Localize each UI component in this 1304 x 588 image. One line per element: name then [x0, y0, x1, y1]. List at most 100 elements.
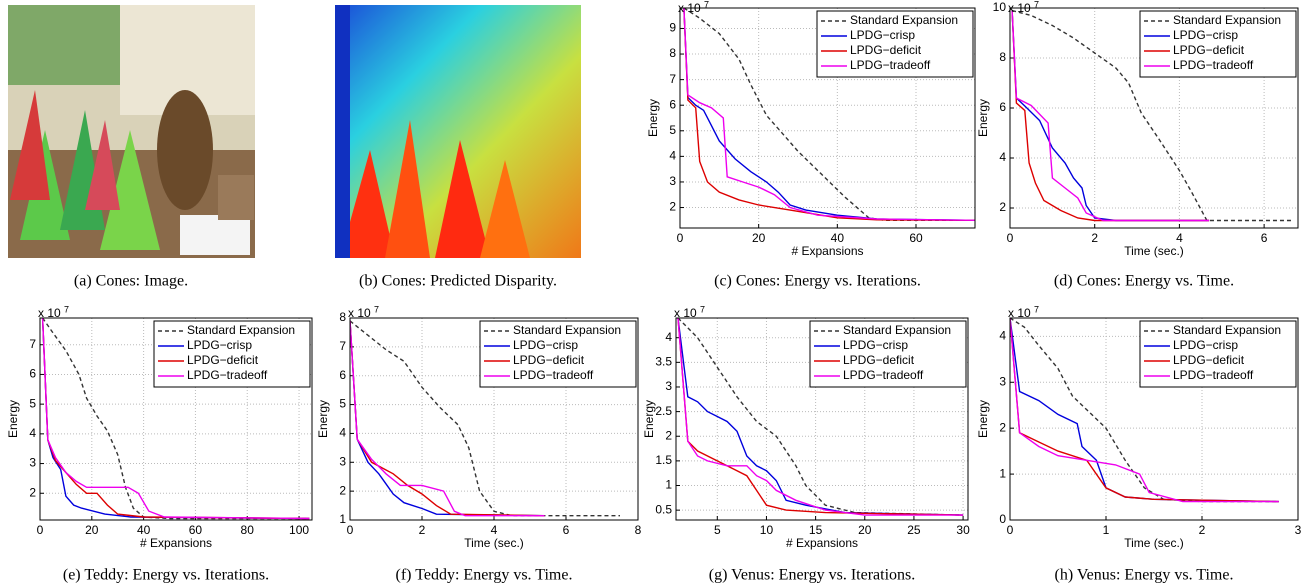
y-tick-label: 7 [29, 337, 36, 351]
y-tick-label: 2 [999, 200, 1006, 214]
x-tick-label: 40 [137, 523, 151, 537]
y-tick-label: 2 [665, 428, 672, 442]
x-tick-label: 0 [347, 523, 354, 537]
y-tick-label: 2 [339, 483, 346, 497]
y-tick-label: 5 [339, 397, 346, 411]
x-tick-label: 4 [1176, 231, 1183, 245]
y-scale-exponent: 7 [704, 0, 709, 9]
x-tick-label: 2 [419, 523, 426, 537]
legend-label: LPDG−tradeoff [1173, 368, 1254, 382]
y-tick-label: 1 [665, 478, 672, 492]
y-tick-label: 3 [339, 454, 346, 468]
x-tick-label: 20 [858, 523, 872, 537]
series-line [1010, 318, 1279, 503]
y-tick-label: 10 [993, 0, 1007, 14]
axes-box [679, 7, 976, 229]
y-tick-label: 3.5 [655, 355, 672, 369]
legend-label: LPDG−tradeoff [187, 368, 268, 382]
caption: (g) Venus: Energy vs. Iterations. [709, 567, 915, 584]
legend-label: LPDG−tradeoff [843, 368, 924, 382]
x-axis-label: Time (sec.) [1124, 244, 1184, 258]
y-scale-label: x 10 [348, 306, 371, 320]
y-tick-label: 6 [669, 97, 676, 111]
y-tick-label: 6 [29, 367, 36, 381]
x-tick-label: 20 [85, 523, 99, 537]
y-tick-label: 2 [999, 420, 1006, 434]
caption: (f) Teddy: Energy vs. Time. [396, 567, 573, 584]
legend-label: LPDG−deficit [850, 43, 922, 57]
y-tick-label: 3 [29, 456, 36, 470]
x-tick-label: 60 [189, 523, 203, 537]
legend-label: Standard Expansion [850, 13, 958, 27]
x-tick-label: 80 [241, 523, 255, 537]
chart: 2 3 4 5 6 7 0 20 40 60 80 100 # Expansions Energy x 10… [6, 304, 313, 584]
series-line [677, 318, 964, 516]
x-tick-label: 0 [677, 231, 684, 245]
y-tick-label: 4 [999, 329, 1006, 343]
series-line [41, 318, 310, 520]
legend-label: LPDG−tradeoff [1173, 58, 1254, 72]
y-tick-label: 2.5 [655, 404, 672, 418]
series-line [350, 320, 545, 517]
y-tick-label: 2 [29, 485, 36, 499]
series-line [683, 8, 975, 221]
caption: (c) Cones: Energy vs. Iterations. [714, 273, 921, 290]
y-axis-label: Energy [646, 99, 660, 137]
y-axis-label: Energy [976, 400, 990, 438]
y-tick-label: 6 [339, 368, 346, 382]
y-tick-label: 0.5 [655, 502, 672, 516]
y-tick-label: 5 [669, 123, 676, 137]
y-scale-label: x 10 [38, 306, 61, 320]
y-tick-label: 3 [665, 379, 672, 393]
y-axis-label: Energy [976, 99, 990, 137]
y-tick-label: 8 [669, 46, 676, 60]
x-tick-label: 0 [1007, 523, 1014, 537]
y-axis-label: Energy [642, 400, 656, 438]
y-scale-exponent: 7 [700, 304, 705, 314]
legend-label: LPDG−deficit [513, 353, 585, 367]
y-tick-label: 1 [999, 466, 1006, 480]
series-line [677, 318, 964, 516]
x-tick-label: 6 [563, 523, 570, 537]
series-line [1011, 10, 1210, 222]
y-axis-label: Energy [6, 400, 20, 438]
legend-label: LPDG−deficit [1173, 43, 1245, 57]
y-tick-label: 4 [669, 149, 676, 163]
y-tick-label: 9 [669, 21, 676, 35]
axes-box [675, 317, 969, 521]
legend-label: Standard Expansion [1173, 323, 1281, 337]
series-line [41, 318, 310, 520]
y-tick-label: 3 [999, 374, 1006, 388]
legend-label: Standard Expansion [513, 323, 621, 337]
y-scale-label: x 10 [1008, 306, 1031, 320]
series-line [677, 318, 964, 516]
legend-label: LPDG−deficit [843, 353, 915, 367]
y-tick-label: 0 [999, 512, 1006, 526]
series-line [683, 8, 975, 221]
axes-box [1009, 317, 1299, 521]
y-tick-label: 3 [669, 174, 676, 188]
caption: (b) Cones: Predicted Disparity. [359, 273, 557, 290]
caption: (h) Venus: Energy vs. Time. [1055, 567, 1234, 584]
y-scale-exponent: 7 [1034, 304, 1039, 314]
series-line [683, 8, 975, 221]
y-tick-label: 7 [339, 339, 346, 353]
y-scale-exponent: 7 [64, 304, 69, 314]
y-tick-label: 2 [669, 200, 676, 214]
x-axis-label: # Expansions [786, 536, 858, 550]
legend-label: LPDG−crisp [850, 28, 915, 42]
legend-label: Standard Expansion [187, 323, 295, 337]
x-tick-label: 30 [956, 523, 970, 537]
legend-label: LPDG−tradeoff [513, 368, 594, 382]
y-tick-label: 6 [999, 100, 1006, 114]
image-cones [8, 5, 255, 258]
legend-label: Standard Expansion [1173, 13, 1281, 27]
caption: (a) Cones: Image. [74, 273, 188, 290]
caption: (e) Teddy: Energy vs. Iterations. [63, 567, 269, 584]
legend-label: LPDG−deficit [1173, 353, 1245, 367]
x-axis-label: # Expansions [140, 536, 212, 550]
x-tick-label: 100 [289, 523, 309, 537]
x-tick-label: 25 [907, 523, 921, 537]
